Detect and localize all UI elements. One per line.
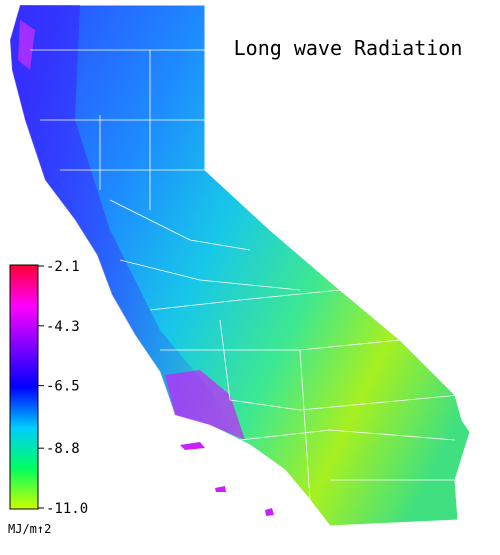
colorbar: -2.1 -4.3 -6.5 -8.8 -11.0 xyxy=(9,259,88,517)
tick-label: -8.8 xyxy=(46,441,80,457)
tick-label: -4.3 xyxy=(46,319,80,335)
colorbar-unit: MJ/m↑2 xyxy=(8,522,51,536)
colorbar-scale xyxy=(9,264,39,510)
map-title: Long wave Radiation xyxy=(234,36,463,60)
state-shape xyxy=(9,4,471,527)
tick-label: -6.5 xyxy=(46,379,80,395)
tick-label: -11.0 xyxy=(46,501,88,517)
tick-label: -2.1 xyxy=(46,259,80,275)
